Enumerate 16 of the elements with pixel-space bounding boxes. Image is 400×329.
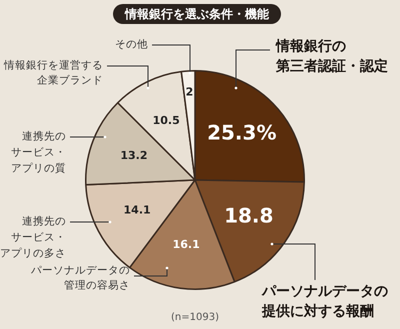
text: (n=1093): [170, 312, 220, 323]
slice-label: パーソナルデータの管理の容易さ: [30, 264, 130, 292]
slice-label: パーソナルデータの提供に対する報酬: [261, 284, 388, 320]
slice-label: 情報銀行を運営する企業ブランド: [3, 58, 103, 87]
slice-label: 連携先のサービス・アプリの多さ: [0, 214, 66, 260]
slice-label: 連携先のサービス・アプリの質: [11, 130, 66, 175]
data-label: 2: [186, 86, 194, 99]
data-label: 25.3%: [207, 120, 276, 144]
slice-label: 情報銀行の第三者認証・認定: [275, 38, 388, 75]
data-label: 13.2: [120, 149, 148, 162]
data-label: 14.1: [124, 204, 151, 217]
data-label: 16.1: [172, 238, 200, 251]
slice-label: その他: [115, 38, 148, 51]
data-label: 10.5: [152, 114, 180, 127]
chart-title: 情報銀行を選ぶ条件・機能: [113, 4, 281, 24]
data-label: 18.8: [224, 204, 274, 228]
